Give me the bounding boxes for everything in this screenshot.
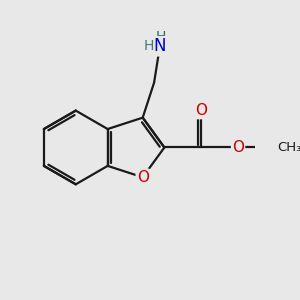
Text: H: H xyxy=(156,30,166,44)
Text: O: O xyxy=(195,103,207,118)
Text: N: N xyxy=(154,37,166,55)
Text: H: H xyxy=(143,39,154,53)
Text: O: O xyxy=(232,140,244,155)
Text: O: O xyxy=(137,170,149,185)
Text: CH₃: CH₃ xyxy=(277,141,300,154)
